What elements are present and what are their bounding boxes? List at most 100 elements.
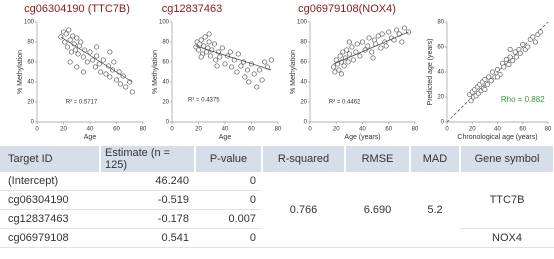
data-point bbox=[340, 49, 346, 55]
data-point bbox=[64, 44, 71, 50]
data-point bbox=[488, 78, 494, 84]
y-tick-label: 40 bbox=[300, 80, 307, 86]
data-point bbox=[525, 44, 531, 50]
data-point bbox=[107, 49, 113, 55]
data-point bbox=[87, 49, 93, 55]
data-point bbox=[501, 64, 507, 70]
data-point bbox=[94, 53, 100, 59]
y-tick-label: 0 bbox=[166, 120, 170, 126]
row: (Intercept) 46.240 0 0.766 6.690 5.2 TTC… bbox=[0, 172, 554, 248]
data-point bbox=[344, 47, 350, 53]
data-point bbox=[72, 47, 78, 53]
x-tick-label: 40 bbox=[87, 127, 94, 133]
data-point bbox=[332, 69, 338, 75]
data-point bbox=[468, 98, 474, 104]
row: cg12837463 -0.178 0.007 bbox=[0, 209, 554, 229]
header-cell: Estimate (n = 125) bbox=[100, 146, 196, 172]
y-tick-label: 60 bbox=[300, 60, 307, 66]
data-point bbox=[262, 59, 268, 65]
data-point bbox=[345, 59, 351, 65]
x-tick-label: 20 bbox=[195, 127, 202, 133]
data-point bbox=[346, 51, 352, 57]
y-axis-label: Predicted age (years) bbox=[427, 39, 434, 106]
mad: 5.2 bbox=[410, 172, 460, 248]
x-axis-label: Age (years) bbox=[344, 134, 380, 141]
data-point bbox=[354, 41, 360, 47]
y-tick-label: 20 bbox=[300, 100, 307, 106]
data-point bbox=[484, 81, 490, 88]
data-point bbox=[75, 51, 81, 57]
estimate: 0.541 bbox=[100, 228, 195, 248]
trendline bbox=[333, 31, 409, 65]
x-axis-label: Age bbox=[84, 134, 97, 141]
y-tick-label: 40 bbox=[437, 70, 444, 76]
x-tick-label: 0 bbox=[170, 127, 174, 133]
x-tick-label: 20 bbox=[333, 127, 340, 133]
data-point bbox=[370, 55, 376, 61]
chart-title: cg06304190 (TTC7B) bbox=[24, 3, 130, 15]
target-id: cg12837463 bbox=[0, 209, 100, 229]
data-point bbox=[74, 35, 80, 41]
data-point bbox=[198, 54, 204, 60]
data-point bbox=[337, 53, 343, 59]
x-tick-label: 40 bbox=[222, 127, 229, 133]
data-point bbox=[338, 71, 345, 77]
data-point bbox=[532, 39, 538, 45]
data-point bbox=[217, 54, 223, 60]
data-point bbox=[517, 50, 523, 56]
x-tick-label: 80 bbox=[275, 127, 282, 133]
y-tick-label: 60 bbox=[162, 60, 169, 66]
annotation: Rho = 0.882 bbox=[501, 95, 545, 104]
y-tick-label: 0 bbox=[304, 120, 308, 126]
y-tick-label: 40 bbox=[162, 80, 169, 86]
x-tick-label: 60 bbox=[519, 127, 526, 133]
estimate: -0.519 bbox=[100, 190, 195, 210]
x-axis-label: Chronological age (years) bbox=[457, 134, 537, 141]
data-point bbox=[378, 45, 384, 51]
data-point bbox=[202, 34, 208, 40]
data-point bbox=[375, 33, 381, 39]
data-point bbox=[123, 84, 129, 90]
x-tick-label: 40 bbox=[359, 127, 366, 133]
y-axis-label: % Methylation bbox=[17, 50, 24, 94]
data-point bbox=[63, 31, 69, 37]
header-cell: MAD bbox=[410, 146, 461, 172]
y-tick-label: 80 bbox=[27, 40, 34, 46]
x-tick-label: 40 bbox=[494, 127, 501, 133]
annotation: R² = 0.4462 bbox=[329, 100, 361, 106]
data-point bbox=[346, 39, 352, 45]
data-point bbox=[251, 71, 257, 77]
y-tick-label: 0 bbox=[31, 120, 35, 126]
x-tick-label: 80 bbox=[412, 127, 419, 133]
data-point bbox=[506, 61, 512, 68]
target-id: cg06304190 bbox=[0, 190, 100, 210]
r-squared: 0.766 bbox=[262, 172, 345, 248]
y-axis-label: % Methylation bbox=[152, 50, 159, 94]
data-point bbox=[103, 71, 109, 77]
x-tick-label: 80 bbox=[545, 127, 552, 133]
data-point bbox=[494, 66, 501, 73]
annotation: R² = 0.5717 bbox=[66, 100, 98, 106]
data-point bbox=[386, 29, 392, 35]
data-point bbox=[242, 74, 248, 80]
data-point bbox=[530, 34, 536, 40]
data-point bbox=[341, 63, 347, 69]
x-tick-label: 0 bbox=[35, 127, 39, 133]
header-cell: Gene symbol bbox=[460, 146, 554, 172]
data-point bbox=[207, 53, 213, 59]
data-point bbox=[68, 49, 75, 55]
row: cg06979108 0.541 0 NOX4 bbox=[0, 228, 554, 248]
data-point bbox=[92, 64, 98, 70]
target-id: cg06979108 bbox=[0, 228, 100, 248]
data-point bbox=[520, 41, 526, 48]
x-tick-label: 80 bbox=[140, 127, 147, 133]
data-point bbox=[206, 31, 212, 37]
data-point bbox=[113, 77, 120, 83]
data-point bbox=[74, 64, 80, 70]
y-tick-label: 100 bbox=[297, 20, 308, 26]
data-point bbox=[70, 33, 76, 39]
x-axis-label: Age bbox=[219, 134, 232, 141]
data-point bbox=[486, 74, 492, 80]
y-tick-label: 20 bbox=[27, 100, 34, 106]
